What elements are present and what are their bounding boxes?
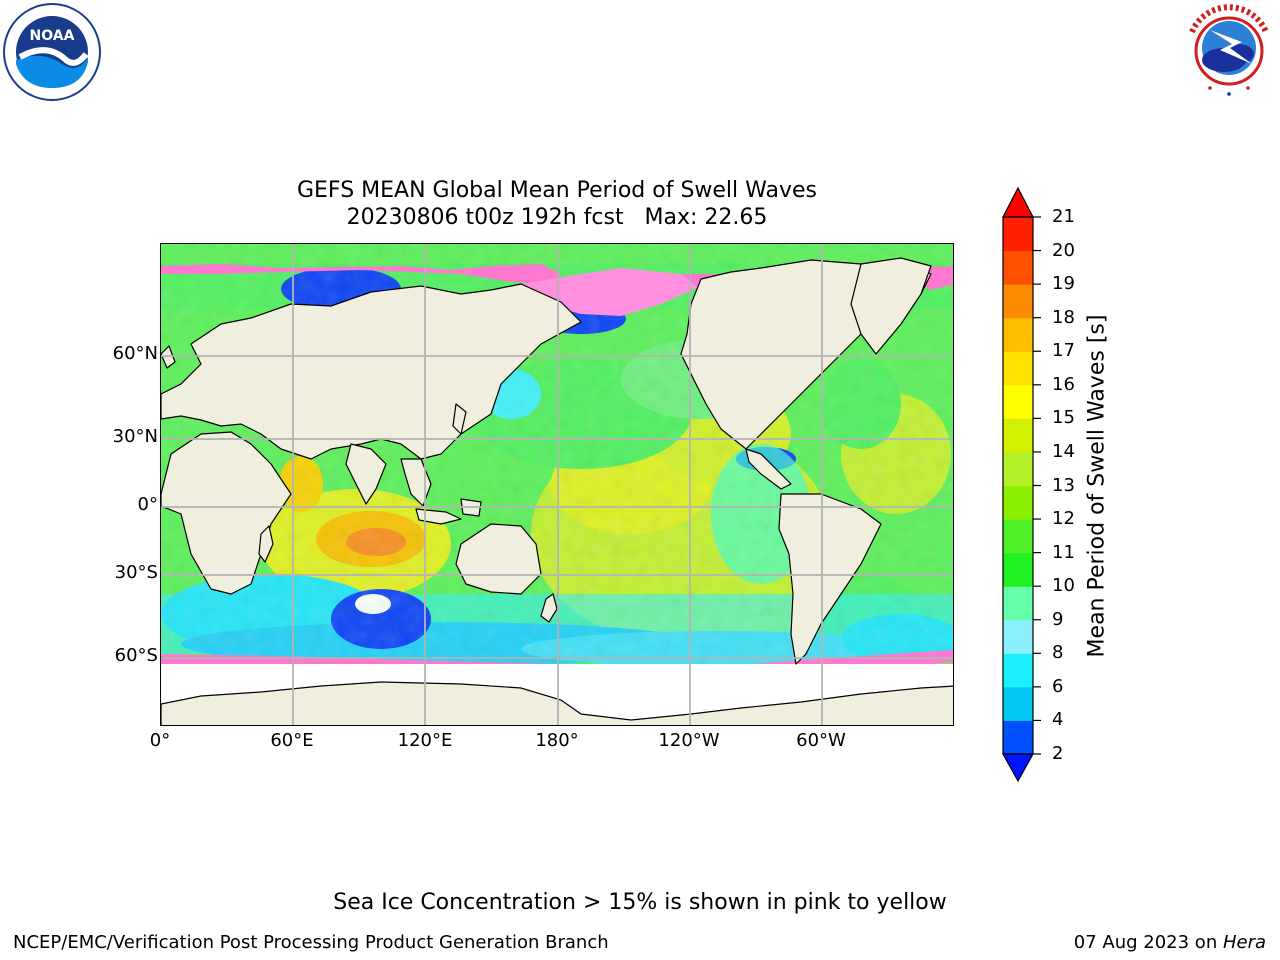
colorbar-segment <box>1003 418 1033 453</box>
machine-name: Hera <box>1222 932 1266 953</box>
colorbar-tick-label: 6 <box>1052 675 1064 697</box>
colorbar-segment <box>1003 686 1033 721</box>
colorbar-segment <box>1003 317 1033 352</box>
colorbar-tick-label: 9 <box>1052 608 1064 630</box>
colorbar-tick-label: 19 <box>1052 273 1075 295</box>
map-plot-area <box>160 243 954 726</box>
colorbar-segment <box>1003 519 1033 554</box>
colorbar-tick-label: 20 <box>1052 239 1075 261</box>
lon-label-180: 180° <box>535 730 579 751</box>
lon-label-0: 0° <box>149 730 171 751</box>
colorbar-segment <box>1003 384 1033 419</box>
colorbar-segment <box>1003 619 1033 654</box>
lat-label-30s: 30°S <box>114 562 158 583</box>
lat-label-30n: 30°N <box>112 426 158 447</box>
colorbar-tick-label: 16 <box>1052 373 1075 395</box>
colorbar-segment <box>1003 351 1033 386</box>
colorbar-tick-label: 4 <box>1052 709 1064 731</box>
colorbar-segment <box>1003 720 1033 755</box>
colorbar-tick-label: 13 <box>1052 474 1075 496</box>
lon-label-120w: 120°W <box>658 730 720 751</box>
noaa-logo-text: NOAA <box>30 28 75 44</box>
date-stamp: 07 Aug 2023 on Hera <box>1074 932 1266 953</box>
sea-ice-note: Sea Ice Concentration > 15% is shown in … <box>333 890 947 915</box>
colorbar-segment <box>1003 250 1033 285</box>
producer-credit: NCEP/EMC/Verification Post Processing Pr… <box>13 932 609 953</box>
colorbar-tick-label: 12 <box>1052 508 1075 530</box>
colorbar-segments <box>1003 217 1033 755</box>
colorbar-tick-label: 14 <box>1052 440 1075 462</box>
colorbar-segment <box>1003 451 1033 486</box>
colorbar-tick-label: 21 <box>1052 206 1075 227</box>
colorbar-segment <box>1003 485 1033 520</box>
chart-title: GEFS MEAN Global Mean Period of Swell Wa… <box>296 178 817 203</box>
colorbar-tick-label: 11 <box>1052 541 1075 563</box>
colorbar-segment <box>1003 284 1033 319</box>
land-masses <box>161 257 932 665</box>
noaa-logo: NOAA <box>3 3 101 101</box>
lat-label-60s: 60°S <box>114 645 158 666</box>
nws-logo <box>1182 4 1276 98</box>
colorbar-tick-label: 8 <box>1052 642 1064 664</box>
colorbar-tick-label: 10 <box>1052 575 1075 597</box>
lon-label-120e: 120°E <box>397 730 453 751</box>
chart-subtitle: 20230806 t00z 192h fcst Max: 22.65 <box>346 205 768 230</box>
colorbar-segment <box>1003 586 1033 621</box>
colorbar-over-arrow <box>1002 186 1034 218</box>
colorbar-title: Mean Period of Swell Waves [s] <box>1084 314 1110 658</box>
lon-label-60w: 60°W <box>796 730 846 751</box>
colorbar <box>1001 186 1041 783</box>
colorbar-tick-label: 2 <box>1052 743 1064 764</box>
swell-period-map <box>161 244 953 725</box>
date-text: 07 Aug 2023 on <box>1073 932 1223 953</box>
lat-label-0: 0° <box>137 494 158 515</box>
colorbar-tick-label: 18 <box>1052 306 1075 328</box>
lon-label-60e: 60°E <box>270 730 314 751</box>
gridlines <box>161 244 953 725</box>
colorbar-tick-label: 15 <box>1052 407 1075 429</box>
lat-label-60n: 60°N <box>112 343 158 364</box>
colorbar-under-arrow <box>1001 753 1035 783</box>
colorbar-tick-label: 17 <box>1052 340 1075 362</box>
colorbar-segment <box>1003 217 1033 252</box>
colorbar-segment <box>1003 552 1033 587</box>
colorbar-segment <box>1003 653 1033 688</box>
